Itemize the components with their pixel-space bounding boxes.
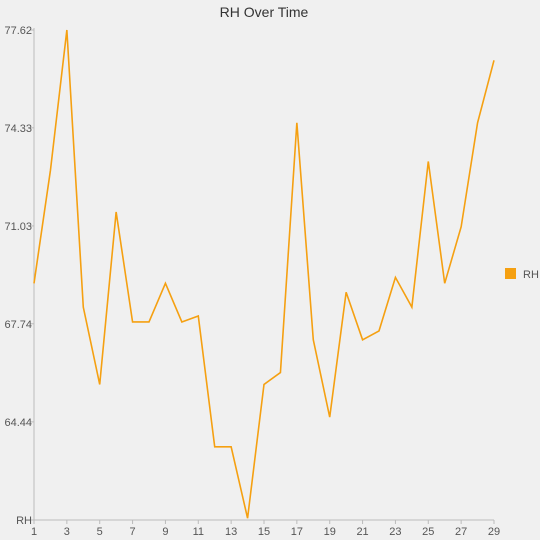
y-axis-ticks: RH 64.44 67.74 71.03 74.33 77.62 xyxy=(4,25,34,527)
y-tick-label: 77.62 xyxy=(4,25,32,37)
x-tick-label: 13 xyxy=(225,526,237,538)
y-tick-label: 64.44 xyxy=(4,417,32,429)
x-tick-label: 3 xyxy=(64,526,70,538)
x-tick-label: 7 xyxy=(130,526,136,538)
series-line-rh xyxy=(33,29,495,519)
x-tick-label: 11 xyxy=(193,526,204,538)
x-tick-label: 17 xyxy=(291,526,303,538)
legend: RH xyxy=(505,268,539,281)
legend-label-rh: RH xyxy=(523,269,539,281)
x-tick-label: 21 xyxy=(356,526,368,538)
y-tick-label: 74.33 xyxy=(4,123,32,135)
legend-swatch-rh xyxy=(505,268,516,279)
x-tick-label: 19 xyxy=(324,526,336,538)
x-tick-label: 15 xyxy=(258,526,270,538)
y-tick-label: 67.74 xyxy=(4,319,32,331)
chart-title: RH Over Time xyxy=(220,4,309,20)
x-tick-label: 1 xyxy=(31,526,37,538)
x-tick-label: 27 xyxy=(455,526,467,538)
x-tick-label: 25 xyxy=(422,526,434,538)
y-tick-label: RH xyxy=(16,515,32,527)
y-tick-label: 71.03 xyxy=(4,221,32,233)
x-tick-label: 5 xyxy=(97,526,103,538)
x-tick-label: 29 xyxy=(488,526,500,538)
x-tick-label: 23 xyxy=(389,526,401,538)
x-tick-label: 9 xyxy=(162,526,168,538)
x-axis-ticks: 1 3 5 7 9 11 13 15 17 19 21 23 25 27 29 xyxy=(31,520,500,538)
